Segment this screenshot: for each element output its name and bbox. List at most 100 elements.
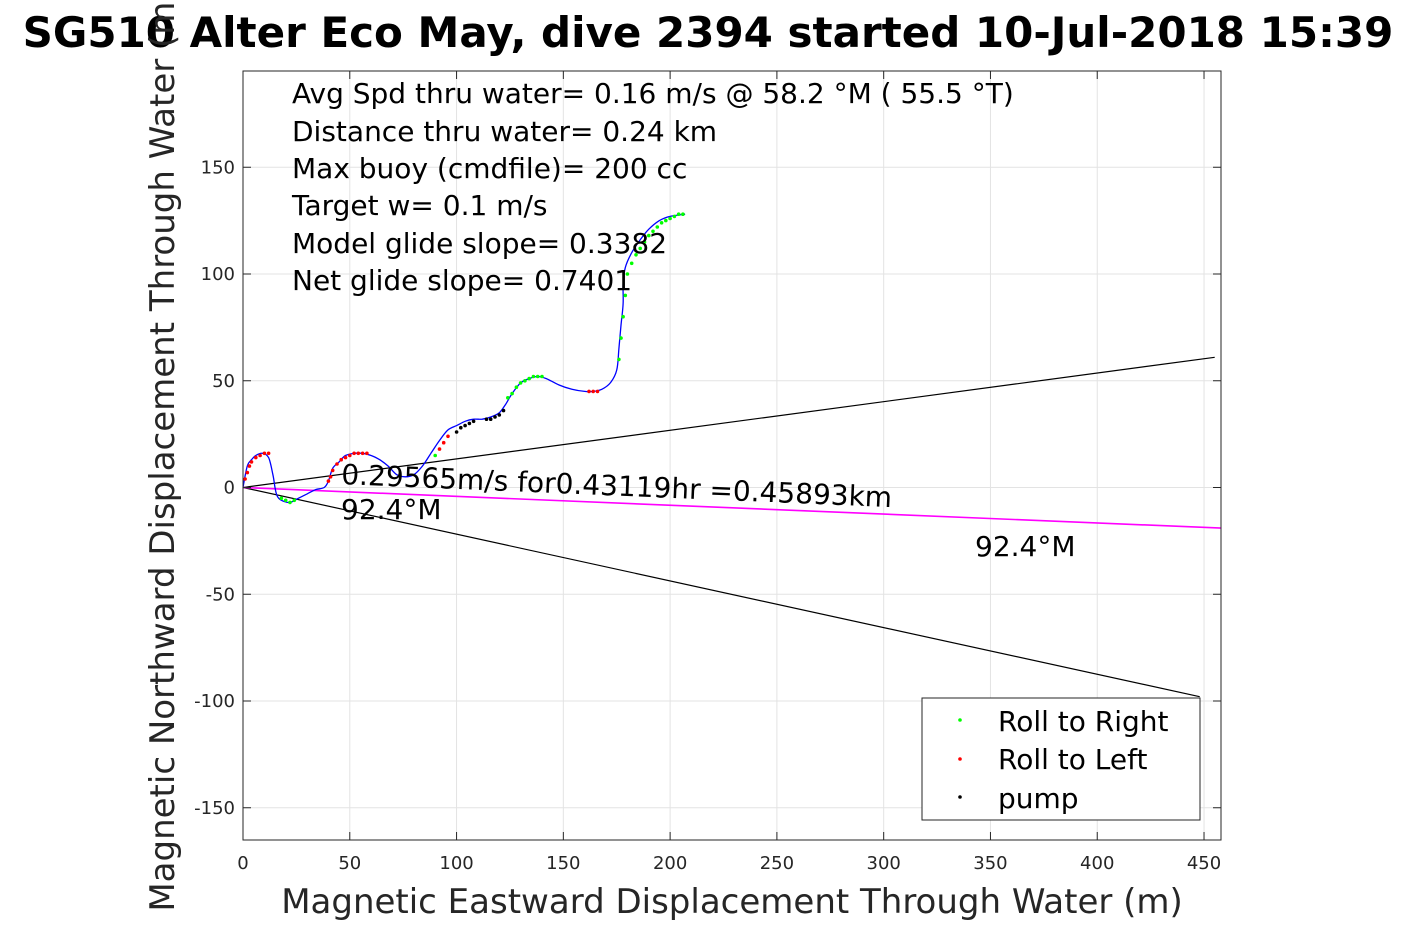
roll-right-point: [535, 374, 540, 379]
roll-left-point: [254, 455, 258, 460]
roll-left-point: [437, 447, 442, 451]
roll-left-point: [335, 462, 339, 466]
roll-right-point: [540, 374, 544, 379]
y-axis-label: Magnetic Northward Displacement Through …: [143, 0, 183, 912]
x-tick-label: 300: [867, 853, 901, 874]
roll-left-point: [587, 389, 591, 394]
x-tick-label: 450: [1187, 853, 1221, 874]
roll-right-point: [283, 498, 288, 503]
x-axis-label: Magnetic Eastward Displacement Through W…: [281, 882, 1183, 922]
y-tick-label: 0: [224, 478, 235, 499]
roll-right-point: [625, 272, 630, 276]
x-tick-label: 150: [546, 853, 580, 874]
stat-distance: Distance thru water= 0.24 km: [292, 115, 717, 148]
roll-left-point: [249, 460, 254, 464]
roll-left-point: [343, 455, 348, 460]
pump-point: [484, 417, 489, 422]
roll-right-point: [647, 233, 651, 238]
roll-left-point: [348, 453, 352, 458]
stat-avg-speed: Avg Spd thru water= 0.16 m/s @ 58.2 °M (…: [292, 77, 1014, 110]
roll-left-point: [326, 479, 331, 483]
data-markers: [243, 212, 685, 505]
reference-lines: [242, 356, 1222, 698]
roll-right-point: [659, 221, 664, 225]
y-tick-label: 100: [201, 264, 235, 285]
roll-left-point: [446, 434, 450, 439]
legend-label-pump: pump: [998, 782, 1079, 815]
pump-point: [454, 430, 459, 434]
roll-left-point: [330, 468, 335, 473]
roll-right-point: [629, 261, 634, 266]
roll-left-point: [352, 451, 356, 456]
roll-right-point: [676, 212, 681, 216]
x-tick-label: 250: [760, 853, 794, 874]
envelope-upper-line: [242, 356, 1215, 489]
roll-right-point: [681, 212, 685, 216]
roll-left-point: [365, 451, 369, 456]
roll-right-point: [621, 314, 625, 319]
roll-right-point: [651, 229, 655, 234]
stat-model-glide: Model glide slope= 0.3382: [292, 227, 667, 260]
roll-right-point: [531, 374, 536, 379]
roll-left-point: [441, 440, 446, 445]
roll-right-point: [279, 496, 284, 501]
roll-right-point: [510, 391, 514, 396]
roll-right-point: [619, 336, 623, 340]
roll-left-point: [266, 451, 271, 456]
y-tick-label: -100: [194, 691, 235, 712]
legend-marker-pump: [958, 795, 962, 799]
x-tick-label: 50: [338, 853, 361, 874]
roll-right-point: [506, 396, 510, 400]
roll-right-point: [292, 498, 297, 503]
roll-right-point: [523, 379, 527, 383]
pump-point: [459, 425, 463, 430]
pump-point: [501, 408, 506, 413]
x-tick-label: 200: [653, 853, 687, 874]
roll-left-point: [247, 464, 252, 468]
roll-right-point: [634, 253, 638, 257]
roll-right-point: [638, 246, 642, 251]
current-heading-label: 92.4°M: [341, 493, 442, 526]
roll-left-point: [258, 453, 262, 458]
roll-right-point: [617, 357, 621, 362]
x-tick-label: 100: [439, 853, 473, 874]
pump-point: [463, 423, 467, 428]
roll-right-point: [518, 381, 523, 385]
legend-box: [921, 697, 1201, 821]
current-line: [242, 486, 1222, 529]
plot-frame: [242, 70, 1222, 841]
roll-left-point: [328, 475, 333, 479]
roll-left-point: [595, 389, 600, 394]
roll-left-point: [591, 389, 595, 394]
pump-point: [493, 415, 497, 419]
roll-right-point: [623, 293, 628, 298]
roll-left-point: [339, 457, 344, 462]
stats-block: Avg Spd thru water= 0.16 m/s @ 58.2 °M (…: [291, 77, 1014, 297]
legend-label-roll-left: Roll to Left: [998, 743, 1147, 776]
roll-left-point: [243, 477, 247, 481]
roll-right-point: [514, 385, 519, 390]
x-tick-label: 400: [1080, 853, 1114, 874]
stat-max-buoy: Max buoy (cmdfile)= 200 cc: [292, 152, 687, 185]
roll-left-point: [360, 451, 365, 456]
legend: Roll to Right Roll to Left pump: [921, 697, 1201, 821]
envelope-lower-line: [242, 486, 1200, 698]
pump-point: [488, 417, 493, 422]
chart-title: SG510 Alter Eco May, dive 2394 started 1…: [23, 8, 1394, 57]
y-tick-label: -50: [206, 584, 235, 605]
x-tick-label: 350: [973, 853, 1007, 874]
roll-right-point: [527, 376, 531, 381]
roll-right-point: [288, 500, 292, 505]
roll-left-point: [356, 451, 361, 456]
roll-right-point: [668, 216, 672, 221]
legend-marker-roll-right: [958, 718, 962, 722]
roll-right-point: [642, 240, 647, 244]
y-tick-label: -150: [194, 798, 235, 819]
roll-left-point: [262, 451, 267, 456]
stat-target-w: Target w= 0.1 m/s: [291, 189, 548, 222]
roll-left-point: [245, 470, 250, 475]
y-tick-label: 50: [212, 371, 235, 392]
legend-label-roll-right: Roll to Right: [998, 705, 1169, 738]
roll-right-point: [655, 225, 660, 229]
